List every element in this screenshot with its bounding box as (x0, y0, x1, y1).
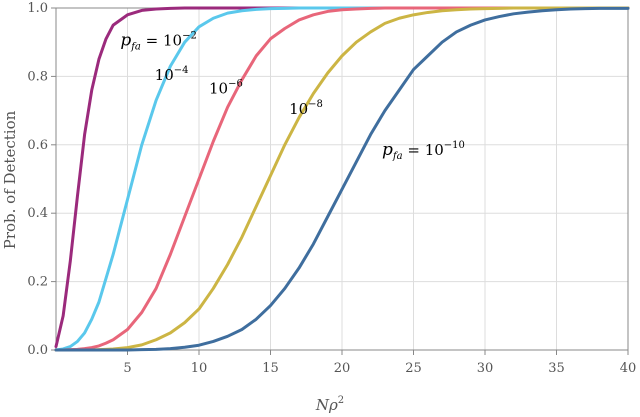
axes: 5 10 15 20 25 30 35 40 0.0 0.2 0.4 0.6 0.8 1.0 (27, 1, 636, 376)
x-axis-title: Nρ2 (315, 395, 344, 414)
x-tick-label: 40 (620, 361, 637, 376)
y-tick-label: 1.0 (27, 1, 48, 16)
y-axis-title: Prob. of Detection (1, 110, 19, 249)
curve-label-sub: fa (392, 151, 403, 162)
curve-label-eq: = 10 (141, 32, 182, 50)
x-tick-label: 30 (477, 361, 494, 376)
curve-label-sub: fa (130, 42, 141, 53)
x-tick-label: 25 (405, 361, 422, 376)
curve-label-exp: −10 (444, 140, 465, 151)
x-tick-label: 5 (123, 361, 131, 376)
x-tick-label: 35 (548, 361, 565, 376)
x-axis-title-sup: 2 (338, 395, 344, 406)
y-tick-label: 0.6 (27, 138, 48, 153)
series-group (54, 6, 630, 352)
series-line-5 (54, 6, 630, 352)
curve-label-exp: −4 (174, 65, 189, 76)
x-axis-title-base: Nρ (315, 396, 338, 414)
y-tick-label: 0.0 (27, 343, 48, 358)
x-tick-label: 10 (191, 361, 208, 376)
x-tick-label: 20 (334, 361, 351, 376)
curve-label-base: p (120, 31, 131, 51)
curve-label-base: p (382, 140, 393, 160)
y-tick-label: 0.4 (27, 206, 48, 221)
y-tick-label: 0.2 (27, 275, 48, 290)
x-tick-label: 15 (262, 361, 279, 376)
curve-label-eq: = 10 (403, 141, 444, 159)
curve-label-eq: 10 (289, 100, 308, 118)
curve-label-exp: −2 (182, 31, 197, 42)
curve-label-exp: −8 (308, 99, 323, 110)
curve-label-eq: 10 (155, 66, 174, 84)
y-tick-label: 0.8 (27, 69, 48, 84)
curve-label-exp: −6 (228, 79, 243, 90)
curve-label-eq: 10 (209, 80, 228, 98)
curve-label-2: 10−4 (155, 65, 189, 84)
curve-label-4: 10−8 (289, 99, 323, 118)
curve-label-3: 10−6 (209, 79, 243, 98)
curve-label-1: pfa = 10−2 (120, 31, 197, 53)
curve-label-5: pfa = 10−10 (382, 140, 465, 162)
